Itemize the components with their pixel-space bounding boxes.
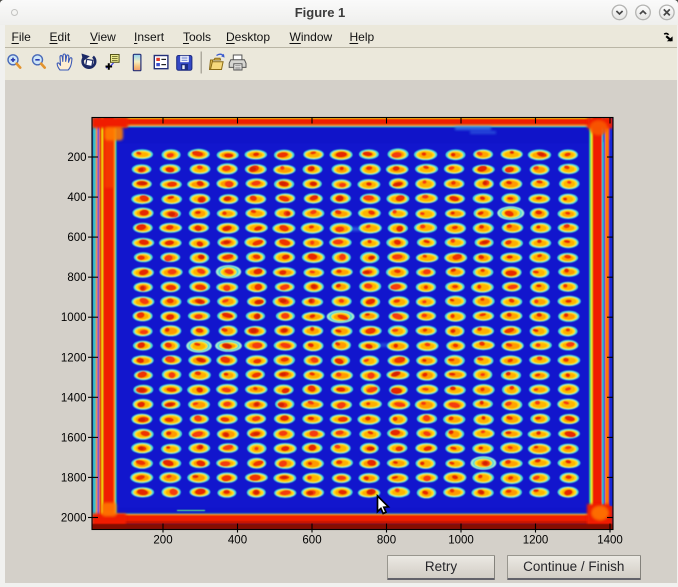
svg-text:1000: 1000: [61, 312, 87, 324]
svg-text:600: 600: [67, 232, 86, 244]
svg-text:200: 200: [153, 535, 172, 547]
svg-text:800: 800: [377, 535, 396, 547]
svg-text:1800: 1800: [61, 472, 87, 484]
svg-text:800: 800: [67, 272, 86, 284]
svg-text:1400: 1400: [597, 535, 623, 547]
svg-text:400: 400: [67, 192, 86, 204]
svg-text:1000: 1000: [448, 535, 474, 547]
svg-text:1200: 1200: [523, 535, 549, 547]
svg-text:2000: 2000: [61, 513, 87, 525]
svg-text:200: 200: [67, 152, 86, 164]
svg-text:1400: 1400: [61, 392, 87, 404]
svg-text:600: 600: [302, 535, 321, 547]
svg-text:1600: 1600: [61, 432, 87, 444]
svg-text:400: 400: [228, 535, 247, 547]
svg-text:1200: 1200: [61, 352, 87, 364]
